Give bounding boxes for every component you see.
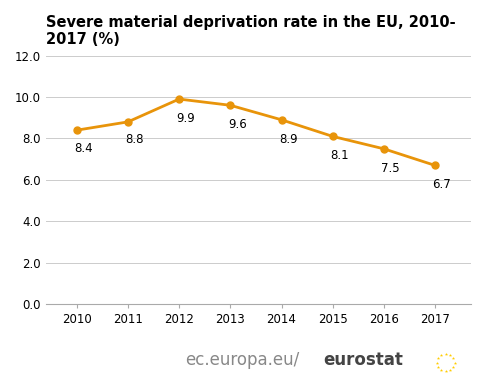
Text: 8.4: 8.4	[74, 142, 93, 154]
Text: 9.6: 9.6	[228, 118, 246, 131]
Text: ec.europa.eu/: ec.europa.eu/	[185, 351, 299, 369]
Text: eurostat: eurostat	[323, 351, 403, 369]
Text: Severe material deprivation rate in the EU, 2010-
2017 (%): Severe material deprivation rate in the …	[46, 15, 455, 47]
Text: 7.5: 7.5	[382, 162, 400, 175]
Text: 9.9: 9.9	[176, 112, 195, 125]
Text: 8.1: 8.1	[330, 149, 349, 162]
Text: 8.8: 8.8	[125, 133, 144, 146]
Text: 6.7: 6.7	[433, 178, 451, 191]
Text: 8.9: 8.9	[279, 133, 297, 146]
